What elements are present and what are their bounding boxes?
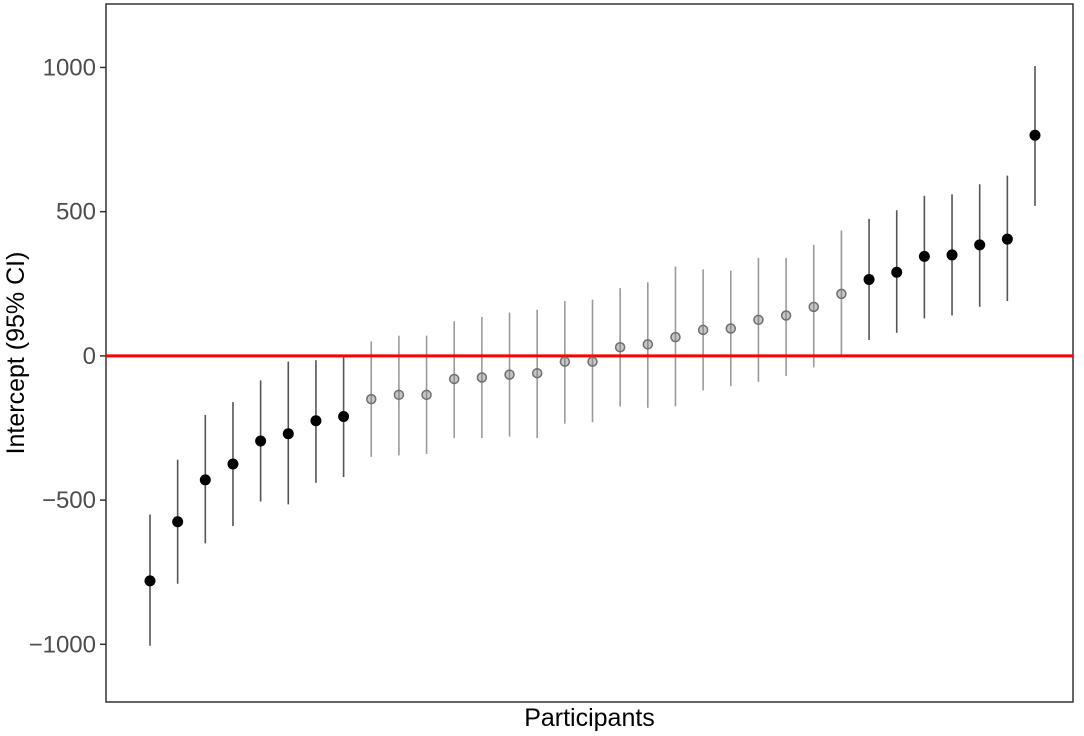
data-point [587,356,598,367]
data-point [448,373,460,385]
data-point [863,273,875,285]
data-point [255,435,267,447]
data-point [1029,129,1041,141]
data-point [421,389,432,401]
data-point [227,458,239,470]
y-axis-title: Intercept (95% CI) [2,252,30,455]
data-point [172,516,184,528]
data-point [504,369,515,380]
data-point [725,323,737,334]
data-point [753,314,764,326]
data-point [282,428,294,440]
data-point [614,341,626,353]
intercept-points [144,129,1041,587]
y-tick-label: 0 [83,343,96,370]
y-tick-label: −500 [42,487,96,514]
y-axis: −1000 −500 0 500 1000 [29,54,106,658]
y-tick-label: 500 [56,199,96,226]
data-point [780,310,792,321]
data-point [366,393,377,405]
data-point [642,339,654,350]
data-point [559,356,571,367]
data-point [697,324,709,336]
plot-panel [105,3,1074,703]
data-point [670,331,681,343]
data-point [836,288,847,300]
x-axis-title: Participants [524,704,655,732]
data-point [918,250,930,262]
data-point [974,239,986,251]
data-point [338,410,350,422]
data-point [199,474,211,486]
data-point [531,367,543,379]
data-point [476,372,488,383]
data-point [891,266,903,278]
data-point [946,249,958,261]
y-tick-label: −1000 [29,631,96,658]
data-point [310,415,322,427]
data-point [393,389,405,401]
y-tick-label: 1000 [43,54,96,81]
data-point [144,575,156,587]
data-point [1001,233,1013,245]
data-point [808,301,819,313]
